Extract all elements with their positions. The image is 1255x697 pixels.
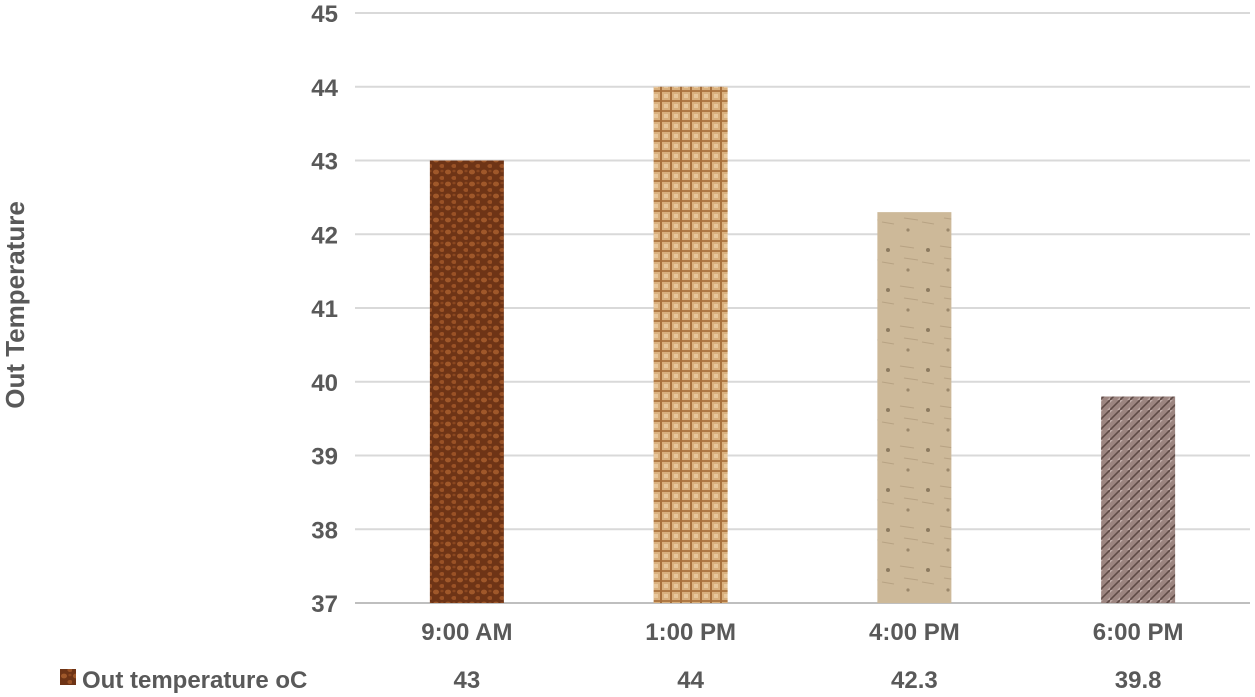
y-axis-title: Out Temperature (0, 201, 30, 409)
gridlines (355, 12, 1250, 604)
y-tick-label: 42 (311, 222, 338, 249)
y-tick-label: 40 (311, 370, 338, 397)
bar-6-00-pm (1101, 396, 1176, 603)
data-table-value: 44 (677, 667, 704, 694)
x-tick-label: 6:00 PM (1093, 619, 1184, 646)
x-axis-categories: 9:00 AM 1:00 PM 4:00 PM 6:00 PM (421, 619, 1183, 646)
y-tick-label: 41 (311, 296, 338, 323)
y-tick-label: 37 (311, 591, 338, 618)
data-table-value: 43 (454, 667, 481, 694)
x-tick-label: 1:00 PM (645, 619, 736, 646)
legend-swatch (60, 669, 76, 685)
legend-series-name: Out temperature oC (82, 667, 307, 694)
y-tick-label: 39 (311, 444, 338, 471)
y-tick-label: 44 (311, 75, 338, 102)
y-tick-label: 45 (311, 1, 338, 28)
bar-9-00-am (429, 160, 504, 603)
y-tick-label: 38 (311, 517, 338, 544)
data-table: 43 44 42.3 39.8 Out temperature oC (60, 667, 1161, 694)
data-table-value: 42.3 (891, 667, 938, 694)
y-axis-ticks: 37 38 39 40 41 42 43 44 45 (311, 1, 338, 618)
x-tick-label: 4:00 PM (869, 619, 960, 646)
y-tick-label: 43 (311, 149, 338, 176)
bar-4-00-pm (877, 212, 952, 603)
x-tick-label: 9:00 AM (421, 619, 512, 646)
bars (429, 86, 1176, 603)
data-table-value: 39.8 (1115, 667, 1162, 694)
bar-1-00-pm (653, 86, 728, 603)
